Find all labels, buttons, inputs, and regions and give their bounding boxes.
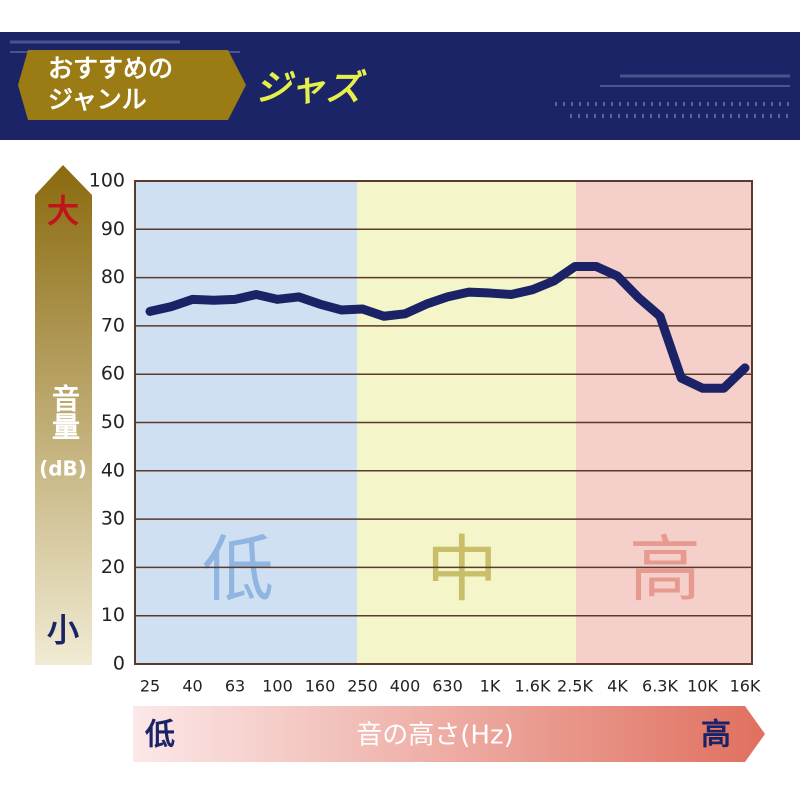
- y-arrow: [35, 165, 92, 665]
- x-tick-label: 160: [305, 677, 336, 696]
- y-tick-label: 60: [101, 363, 125, 385]
- y-tick-label: 40: [101, 459, 125, 481]
- region-label: 中: [426, 528, 498, 612]
- x-tick-label: 100: [262, 677, 293, 696]
- badge-text: ジャンル: [48, 85, 147, 114]
- y-high: 大: [47, 192, 79, 230]
- y-tick-label: 50: [101, 411, 125, 433]
- x-tick-label: 4K: [607, 677, 628, 696]
- y-tick-label: 90: [101, 218, 125, 240]
- x-tick-label: 6.3K: [642, 677, 678, 696]
- y-low: 小: [47, 611, 79, 649]
- y-tick-label: 30: [101, 508, 125, 530]
- y-tick-label: 100: [89, 170, 125, 192]
- x-tick-label: 25: [140, 677, 160, 696]
- x-tick-label: 1.6K: [515, 677, 551, 696]
- genre: ジャズ: [255, 68, 367, 109]
- x-label: 音の高さ(Hz): [356, 721, 514, 751]
- x-arrow: [133, 706, 765, 762]
- x-tick-label: 400: [390, 677, 421, 696]
- y-tick-label: 0: [113, 653, 125, 675]
- plot-frame: [134, 180, 753, 665]
- data-line: [145, 261, 750, 393]
- x-tick-label: 63: [225, 677, 245, 696]
- plot: 低 中 高 0 10 20 30 40 50 60 70 80 90 100 25 40 63 100 160 250…: [89, 170, 761, 696]
- y-tick-label: 10: [101, 604, 125, 626]
- x-high: 高: [701, 718, 731, 753]
- x-tick-label: 250: [347, 677, 378, 696]
- x-tick-label: 40: [182, 677, 202, 696]
- x-tick-label: 630: [432, 677, 463, 696]
- x-low: 低: [144, 718, 175, 753]
- x-tick-label: 2.5K: [557, 677, 593, 696]
- x-tick-label: 10K: [687, 677, 718, 696]
- x-tick-label: 1K: [480, 677, 501, 696]
- region-label: 高: [629, 528, 701, 612]
- x-tick-label: 16K: [730, 677, 761, 696]
- badge-text: おすすめの: [48, 54, 173, 83]
- y-label: 音量: [48, 383, 81, 440]
- y-tick-label: 70: [101, 314, 125, 336]
- y-label: (dB): [39, 457, 87, 481]
- y-tick-label: 80: [101, 266, 125, 288]
- badge: [18, 50, 246, 120]
- y-tick-label: 20: [101, 556, 125, 578]
- region-label: 低: [202, 528, 274, 612]
